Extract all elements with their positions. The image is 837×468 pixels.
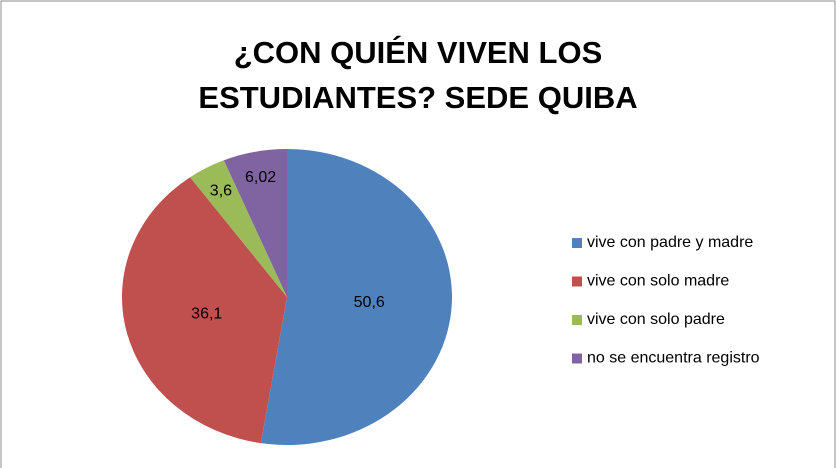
pie-slice [121, 177, 287, 444]
legend-swatch [572, 353, 582, 364]
legend-label: vive con solo padre [587, 311, 725, 328]
data-label: 50,6 [354, 294, 385, 311]
legend-swatch [572, 315, 582, 325]
pie-slice [190, 160, 287, 297]
legend-label: vive con padre y madre [587, 234, 753, 251]
legend-label: no se encuentra registro [587, 350, 760, 367]
legend-swatch [572, 238, 582, 248]
pie-slice [260, 149, 452, 445]
legend-swatch [572, 276, 582, 287]
legend-label: vive con solo madre [587, 273, 729, 290]
chart-title: ¿CON QUIÉN VIVEN LOS ESTUDIANTES? SEDE Q… [198, 35, 638, 115]
pie-slice [223, 149, 287, 297]
data-label: 36,1 [191, 305, 222, 322]
data-label: 6,02 [245, 169, 276, 186]
data-label: 3,6 [210, 182, 232, 199]
